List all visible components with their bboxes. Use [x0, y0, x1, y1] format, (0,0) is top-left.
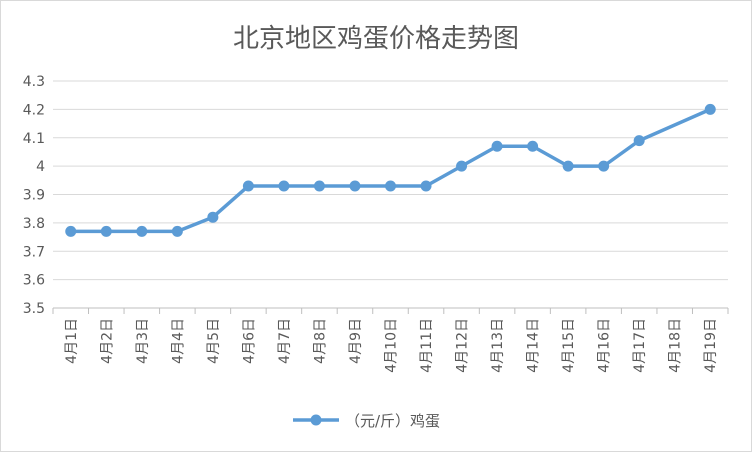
x-tick-label: 4月17日	[632, 318, 648, 373]
x-tick-label: 4月4日	[170, 318, 186, 364]
x-tick-label: 4月10日	[384, 318, 400, 373]
x-tick-label: 4月16日	[597, 318, 613, 373]
data-point	[491, 140, 503, 152]
x-tick-label: 4月19日	[703, 318, 719, 373]
chart-title: 北京地区鸡蛋价格走势图	[233, 24, 519, 54]
data-point	[598, 160, 610, 172]
legend-label: （元/斤）鸡蛋	[345, 412, 440, 430]
data-point	[136, 225, 148, 237]
series-line	[70, 107, 711, 234]
x-tick-label: 4月11日	[419, 318, 435, 373]
data-point	[633, 135, 645, 147]
y-tick-label: 3.9	[23, 188, 45, 204]
x-tick-label: 4月8日	[312, 318, 328, 364]
data-point	[313, 180, 325, 192]
x-tick-label: 4月9日	[348, 318, 364, 364]
series-layer	[65, 103, 716, 237]
x-tick-label: 4月12日	[455, 318, 471, 373]
y-tick-label: 4	[36, 159, 45, 175]
x-tick-label: 4月1日	[64, 318, 80, 364]
grid-layer	[53, 80, 728, 309]
y-tick-label: 3.5	[23, 301, 45, 317]
x-tick-label: 4月13日	[490, 318, 506, 373]
data-point	[385, 180, 396, 192]
x-tick-label: 4月7日	[277, 318, 293, 364]
data-point	[527, 140, 539, 152]
data-point	[242, 180, 254, 192]
data-point	[456, 160, 468, 172]
data-point	[562, 160, 574, 172]
x-tick-label: 4月5日	[206, 318, 222, 364]
y-tick-label: 3.6	[23, 273, 45, 289]
data-point	[65, 225, 77, 237]
data-point	[704, 103, 716, 115]
y-tick-label: 3.8	[23, 216, 45, 232]
data-point	[420, 180, 432, 192]
axis-layer: 3.5 3.6 3.7 3.8 3.9 4 4.1 4.2 4.3 4月1日 4月2日 4月3日 4月4…	[23, 74, 729, 373]
data-point	[100, 225, 112, 237]
data-point	[349, 180, 361, 192]
data-point	[171, 225, 183, 237]
x-tick-label: 4月3日	[135, 318, 151, 364]
legend-swatch-marker	[310, 414, 322, 426]
x-tick-label: 4月2日	[99, 318, 115, 364]
legend: （元/斤）鸡蛋	[293, 412, 440, 430]
x-tick-label: 4月6日	[241, 318, 257, 364]
y-tick-label: 4.1	[23, 131, 45, 147]
y-tick-label: 3.7	[23, 244, 45, 260]
data-point	[207, 211, 219, 223]
x-tick-label: 4月15日	[561, 318, 577, 373]
x-tick-label: 4月18日	[668, 318, 684, 373]
data-point	[278, 180, 290, 192]
y-tick-label: 4.3	[23, 74, 45, 90]
x-tick-label: 4月14日	[526, 318, 542, 373]
y-tick-label: 4.2	[23, 102, 45, 118]
